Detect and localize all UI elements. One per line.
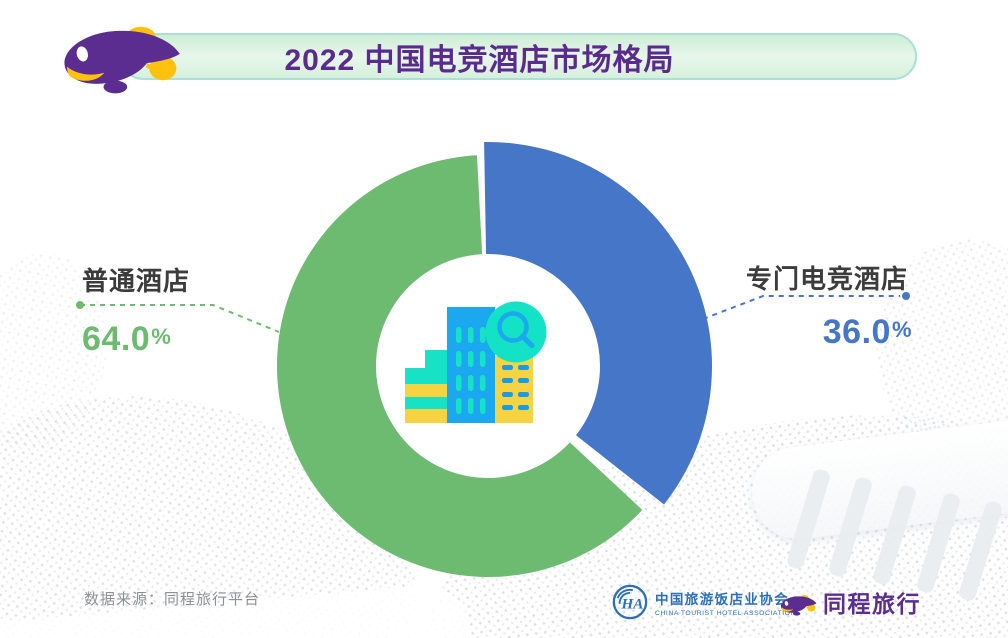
callout-right-label: 专门电竞酒店 bbox=[745, 264, 908, 294]
donut-slice-specialized bbox=[484, 142, 712, 505]
callout-right-value: 36.0% bbox=[746, 313, 912, 352]
ctha-monogram: HA bbox=[620, 596, 643, 613]
leader-dot-left bbox=[76, 301, 84, 309]
hotel-search-icon bbox=[405, 301, 547, 423]
callout-esports-hotels: 专门电竞酒店 36.0% bbox=[745, 259, 912, 352]
callout-ordinary-hotels: 普通酒店 64.0% bbox=[82, 261, 190, 359]
callout-left-number: 64.0 bbox=[82, 320, 151, 358]
yellow-building-windows bbox=[502, 365, 529, 410]
callout-left-value: 64.0% bbox=[82, 320, 190, 359]
stepped-building bbox=[405, 350, 447, 423]
magnifier-glass-icon bbox=[497, 311, 529, 343]
blue-building-windows bbox=[456, 327, 486, 414]
ctha-name-cn: 中国旅游饭店业协会 bbox=[655, 591, 790, 607]
ctha-logo: HA bbox=[612, 584, 648, 620]
callout-right-number: 36.0 bbox=[822, 313, 891, 351]
ctha-logo-group: HA 中国旅游饭店业协会 CHINA TOURIST HOTEL ASSOCIA… bbox=[611, 583, 796, 621]
leader-line-right bbox=[702, 295, 900, 320]
donut-slice-ordinary bbox=[276, 155, 643, 578]
leader-dot-right bbox=[902, 292, 910, 300]
tongcheng-logo-group: 同程旅行 bbox=[779, 585, 921, 619]
tongcheng-whale-logo bbox=[52, 20, 194, 98]
data-source-note: 数据来源：同程旅行平台 bbox=[84, 591, 261, 608]
title-banner: 2022 中国电竞酒店市场格局 bbox=[120, 33, 917, 80]
magnifier-badge bbox=[485, 301, 547, 363]
ctha-name-en: CHINA TOURIST HOTEL ASSOCIATION bbox=[655, 609, 796, 617]
callout-right-percent-sign: % bbox=[891, 317, 912, 342]
tongcheng-wordmark: 同程旅行 bbox=[823, 591, 921, 617]
tongcheng-whale-logo-small bbox=[779, 593, 819, 617]
callout-left-label: 普通酒店 bbox=[82, 266, 191, 296]
page-title: 2022 中国电竞酒店市场格局 bbox=[284, 43, 675, 77]
callout-left-percent-sign: % bbox=[151, 324, 172, 349]
leader-line-left bbox=[80, 304, 280, 333]
